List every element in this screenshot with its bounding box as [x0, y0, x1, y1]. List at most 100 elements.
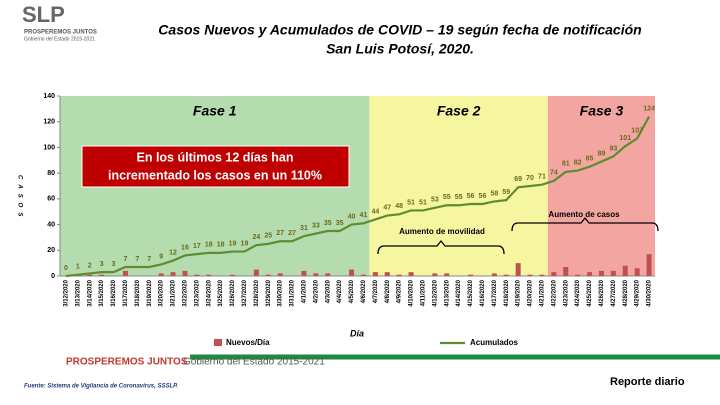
data-label: 18 [205, 242, 213, 249]
data-label: 124 [643, 105, 655, 112]
data-label: 82 [574, 159, 582, 166]
data-label: 74 [550, 170, 558, 177]
data-label: 69 [514, 176, 522, 183]
x-tick-label: 3/19/2020 [147, 279, 153, 306]
data-label: 7 [147, 256, 151, 263]
callout-box [81, 145, 350, 188]
bar [634, 268, 640, 276]
x-tick-label: 4/14/2020 [456, 279, 462, 306]
x-tick-label: 3/15/2020 [99, 279, 105, 306]
callout-text: incrementado los casos en un 110% [108, 168, 322, 182]
data-label: 89 [598, 150, 606, 157]
legend-label: Acumulados [470, 338, 519, 347]
data-label: 17 [193, 243, 201, 250]
x-tick-label: 4/22/2020 [551, 279, 557, 306]
x-tick-label: 4/27/2020 [611, 279, 617, 306]
x-tick-label: 3/25/2020 [218, 279, 224, 306]
data-label: 59 [502, 189, 510, 196]
bar [396, 274, 402, 276]
bar [182, 270, 188, 276]
x-tick-label: 4/19/2020 [516, 279, 522, 306]
x-tick-label: 3/18/2020 [135, 279, 141, 306]
x-tick-label: 4/13/2020 [444, 279, 450, 306]
chart-title: Casos Nuevos y Acumulados de COVID – 19 … [158, 22, 641, 38]
x-tick-label: 4/26/2020 [599, 279, 605, 306]
bracket [511, 216, 659, 232]
phase-label: Fase 1 [193, 103, 237, 119]
x-tick-label: 3/16/2020 [111, 279, 117, 306]
x-tick-label: 3/30/2020 [278, 279, 284, 306]
x-tick-label: 4/29/2020 [635, 279, 641, 306]
x-tick-label: 4/17/2020 [492, 279, 498, 306]
x-tick-label: 4/9/2020 [397, 279, 403, 303]
data-label: 41 [360, 212, 368, 219]
x-tick-label: 4/6/2020 [361, 279, 367, 303]
data-label: 55 [443, 194, 451, 201]
data-label: 53 [431, 197, 439, 204]
x-tick-label: 3/20/2020 [159, 279, 165, 306]
x-tick-label: 3/23/2020 [194, 279, 200, 306]
x-tick-label: 4/21/2020 [540, 279, 546, 306]
data-label: 19 [241, 240, 249, 247]
x-tick-label: 3/21/2020 [171, 279, 177, 306]
bar [349, 269, 355, 276]
x-tick-label: 4/10/2020 [409, 279, 415, 306]
bar [587, 272, 593, 276]
x-axis-title: Día [350, 328, 364, 338]
annotation: Aumento de movilidad [399, 227, 485, 236]
data-label: 7 [123, 256, 127, 263]
x-tick-label: 4/28/2020 [623, 279, 629, 306]
data-label: 58 [490, 190, 498, 197]
phase-label: Fase 3 [580, 103, 624, 119]
bar [551, 272, 557, 276]
x-tick-label: 4/12/2020 [432, 279, 438, 306]
x-tick-label: 4/30/2020 [647, 279, 653, 306]
data-label: 55 [455, 194, 463, 201]
y-tick-label: 100 [43, 144, 55, 151]
bar [360, 274, 366, 276]
slogan: PROSPEREMOS JUNTOS [66, 357, 188, 368]
data-label: 40 [348, 213, 356, 220]
data-label: 19 [229, 240, 237, 247]
bar [99, 274, 105, 276]
legend-label: Nuevos/Día [226, 338, 270, 347]
data-label: 33 [312, 222, 320, 229]
data-label: 56 [479, 193, 487, 200]
bar [491, 273, 497, 276]
data-label: 18 [217, 242, 225, 249]
bar [122, 270, 128, 276]
x-tick-label: 3/22/2020 [183, 279, 189, 306]
x-tick-label: 3/14/2020 [87, 279, 93, 306]
data-label: 101 [619, 135, 631, 142]
x-tick-label: 3/28/2020 [254, 279, 260, 306]
phase-label: Fase 2 [437, 103, 481, 119]
data-label: 56 [467, 193, 475, 200]
bar [575, 274, 581, 276]
government: Gobierno del Estado 2015-2021 [183, 357, 325, 368]
data-label: 85 [586, 156, 594, 163]
bar [325, 273, 331, 276]
data-label: 70 [526, 175, 534, 182]
x-tick-label: 4/25/2020 [587, 279, 593, 306]
data-label: 2 [88, 262, 92, 269]
callout-text: En los últimos 12 días han [137, 150, 294, 164]
bar [622, 265, 628, 276]
data-label: 3 [100, 261, 104, 268]
data-label: 35 [336, 220, 344, 227]
data-label: 0 [64, 265, 68, 272]
data-label: 27 [288, 230, 296, 237]
bar [444, 273, 450, 276]
y-tick-label: 0 [51, 273, 55, 280]
data-label: 31 [300, 225, 308, 232]
x-tick-label: 4/24/2020 [575, 279, 581, 306]
data-label: 71 [538, 174, 546, 181]
x-tick-label: 3/17/2020 [123, 279, 129, 306]
bar [194, 274, 200, 276]
bar [408, 272, 414, 276]
bar [503, 274, 509, 276]
y-tick-label: 80 [47, 170, 55, 177]
data-label: 25 [264, 233, 272, 240]
chart-title: San Luis Potosí, 2020. [326, 41, 474, 57]
data-label: 1 [76, 264, 80, 271]
